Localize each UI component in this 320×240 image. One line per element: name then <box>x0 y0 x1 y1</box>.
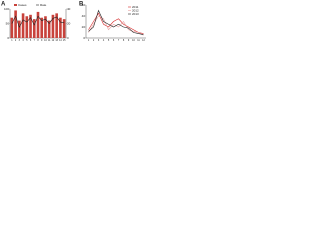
legend-swatch <box>14 4 17 6</box>
x-tick-label: 5 <box>108 39 110 42</box>
bar <box>32 19 36 38</box>
x-tick-label: 7 <box>118 39 120 42</box>
x-tick-label: 2 <box>93 39 95 42</box>
panel-label: A <box>1 2 6 8</box>
x-tick-label: 12 <box>52 39 55 42</box>
x-tick-label: 1 <box>88 39 90 42</box>
x-tick-label: 3 <box>98 39 100 42</box>
x-tick-label: 10 <box>44 39 47 42</box>
line <box>88 12 144 34</box>
x-tick-label: 6 <box>30 39 32 42</box>
x-tick-label: 2 <box>15 39 17 42</box>
y-tick-label: 50 <box>6 21 10 25</box>
y-tick-label: 60 <box>82 3 86 7</box>
x-tick-label: 11 <box>137 39 140 42</box>
legend-label: Rate <box>40 3 47 7</box>
x-tick-label: 13 <box>55 39 58 42</box>
panel-label: B <box>79 2 84 8</box>
bar <box>62 19 66 38</box>
y2-tick-label: 40 <box>67 7 71 11</box>
bar <box>51 14 55 39</box>
legend-label: 2013 <box>132 12 139 16</box>
x-tick-label: 12 <box>142 39 145 42</box>
x-tick-label: 8 <box>123 39 125 42</box>
bar <box>47 20 51 38</box>
x-tick-label: 9 <box>41 39 43 42</box>
x-tick-label: 4 <box>103 39 105 42</box>
bar <box>55 13 58 38</box>
bar <box>40 17 44 38</box>
x-tick-label: 1 <box>11 39 13 42</box>
y2-tick-label: 0 <box>67 36 69 40</box>
bar <box>59 17 62 38</box>
bar <box>44 16 47 38</box>
legend-label: 2012 <box>132 8 139 12</box>
bar <box>25 16 29 38</box>
x-tick-label: 15 <box>63 39 66 42</box>
y-tick-label: 0 <box>7 36 9 40</box>
x-tick-label: 6 <box>113 39 115 42</box>
x-tick-label: 7 <box>34 39 36 42</box>
x-tick-label: 3 <box>19 39 21 42</box>
x-tick-label: 5 <box>26 39 28 42</box>
bar <box>14 10 17 38</box>
y-tick-label: 100 <box>4 7 9 11</box>
x-tick-label: 11 <box>48 39 51 42</box>
y2-tick-label: 20 <box>67 21 71 25</box>
y-tick-label: 0 <box>83 36 85 40</box>
bar <box>21 13 25 38</box>
x-tick-label: 8 <box>37 39 39 42</box>
line <box>88 9 144 35</box>
y-tick-label: 40 <box>82 14 86 18</box>
y-tick-label: 20 <box>82 25 86 29</box>
line <box>11 15 65 28</box>
legend-label: 2011 <box>132 5 139 9</box>
bar <box>18 20 21 38</box>
x-tick-label: 10 <box>132 39 135 42</box>
x-tick-label: 9 <box>128 39 130 42</box>
bar <box>10 17 14 38</box>
x-tick-label: 14 <box>59 39 62 42</box>
bar <box>36 11 40 38</box>
x-tick-label: 4 <box>22 39 24 42</box>
bar <box>29 14 32 39</box>
legend-label: Cases <box>18 3 27 7</box>
